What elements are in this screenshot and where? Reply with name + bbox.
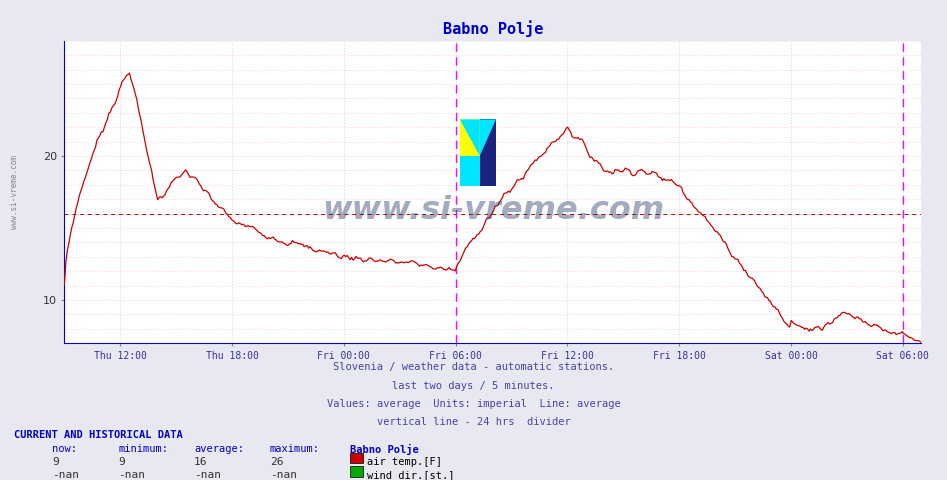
Polygon shape — [480, 120, 496, 156]
Text: -nan: -nan — [118, 470, 146, 480]
Text: vertical line - 24 hrs  divider: vertical line - 24 hrs divider — [377, 417, 570, 427]
Text: -nan: -nan — [52, 470, 80, 480]
Text: -nan: -nan — [270, 470, 297, 480]
Text: air temp.[F]: air temp.[F] — [367, 457, 442, 467]
Bar — [460, 156, 480, 186]
Text: 26: 26 — [270, 457, 283, 467]
Text: now:: now: — [52, 444, 77, 454]
Text: www.si-vreme.com: www.si-vreme.com — [10, 155, 19, 229]
Bar — [480, 120, 496, 186]
Text: average:: average: — [194, 444, 244, 454]
Text: 9: 9 — [52, 457, 59, 467]
Text: 16: 16 — [194, 457, 207, 467]
Polygon shape — [460, 120, 480, 156]
Text: Slovenia / weather data - automatic stations.: Slovenia / weather data - automatic stat… — [333, 362, 614, 372]
Text: Babno Polje: Babno Polje — [350, 444, 420, 455]
Text: minimum:: minimum: — [118, 444, 169, 454]
Text: last two days / 5 minutes.: last two days / 5 minutes. — [392, 381, 555, 391]
Text: wind dir.[st.]: wind dir.[st.] — [367, 470, 455, 480]
Text: -nan: -nan — [194, 470, 222, 480]
Text: Values: average  Units: imperial  Line: average: Values: average Units: imperial Line: av… — [327, 399, 620, 409]
Text: maximum:: maximum: — [270, 444, 320, 454]
Bar — [460, 120, 480, 156]
Title: Babno Polje: Babno Polje — [443, 20, 543, 37]
Text: www.si-vreme.com: www.si-vreme.com — [322, 195, 664, 226]
Text: CURRENT AND HISTORICAL DATA: CURRENT AND HISTORICAL DATA — [14, 430, 183, 440]
Text: 9: 9 — [118, 457, 125, 467]
